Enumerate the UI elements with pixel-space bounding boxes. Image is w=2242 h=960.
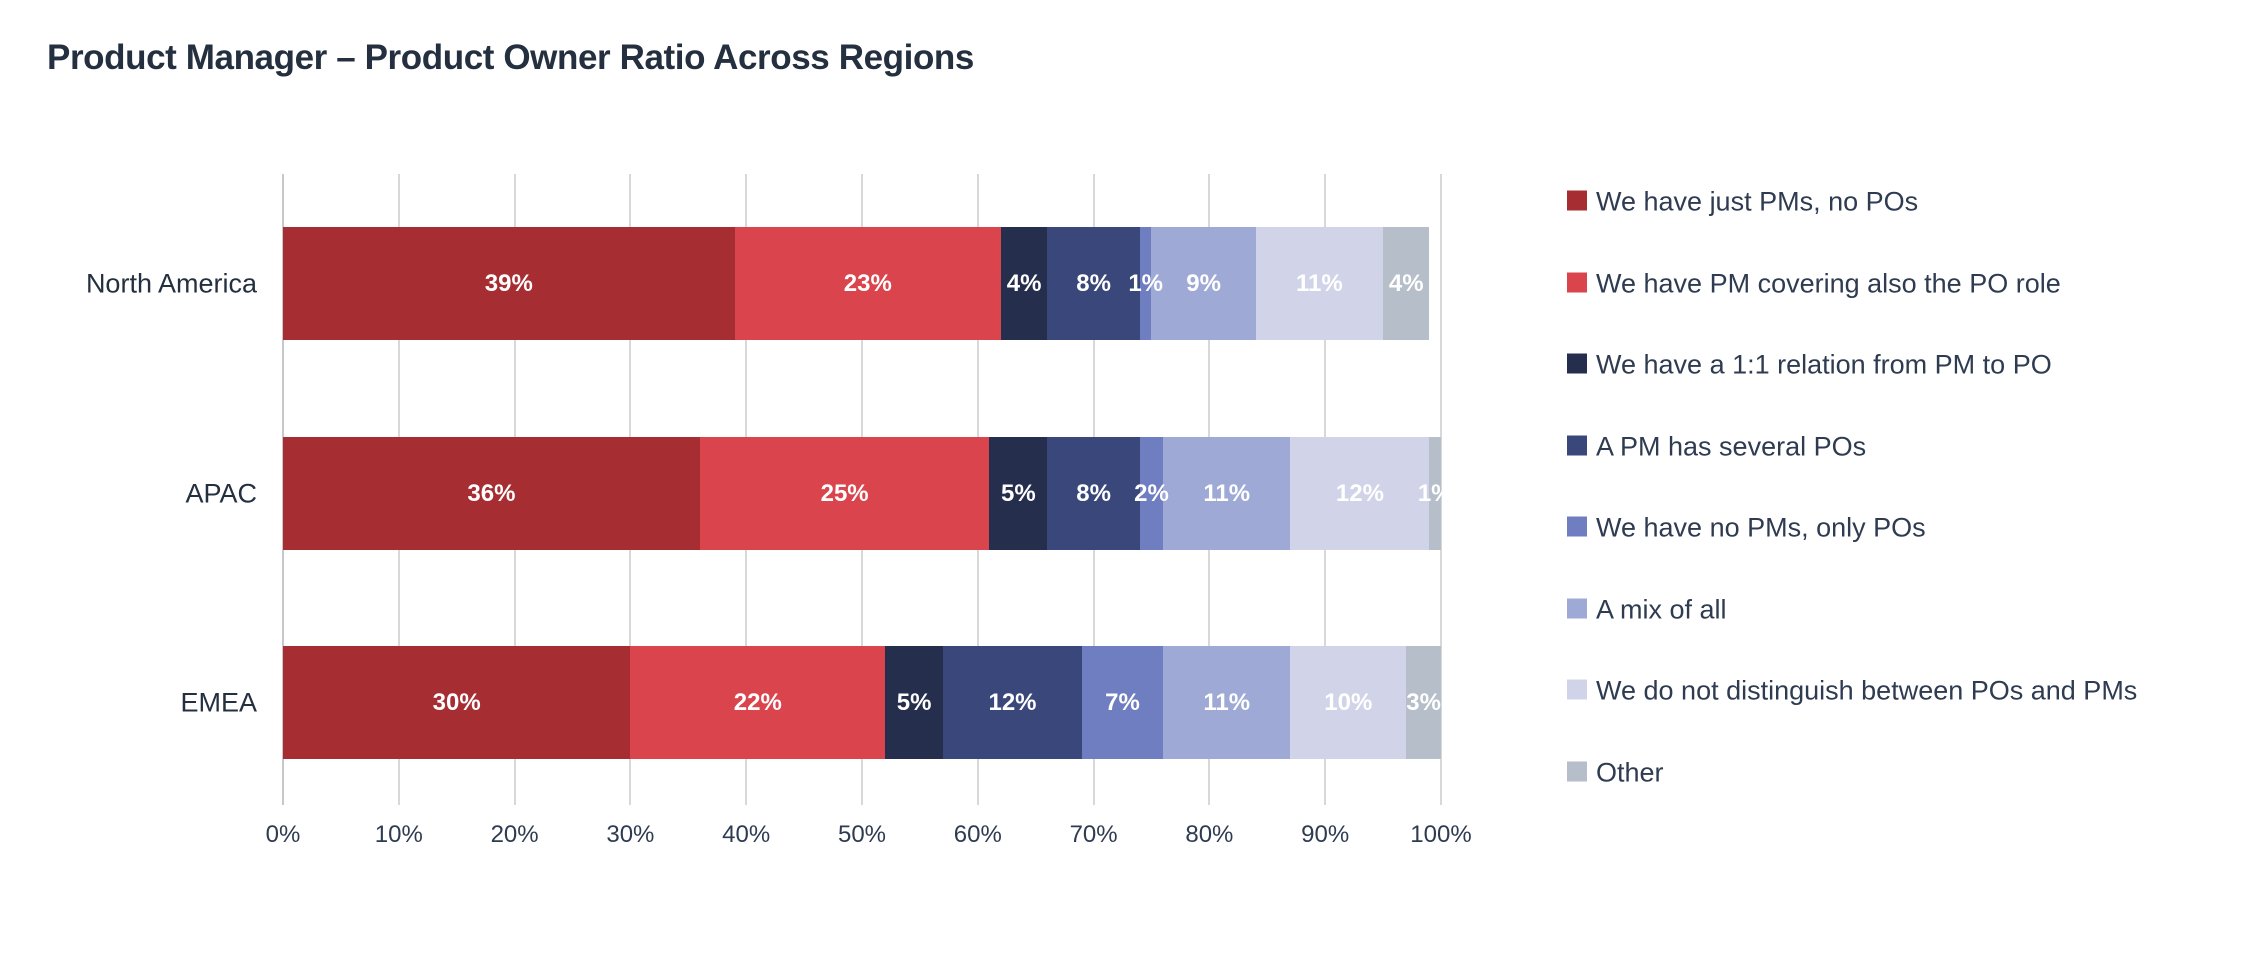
category-label-north-america: North America xyxy=(85,268,257,298)
bar-segment-label: 4% xyxy=(1006,269,1042,297)
x-tick-label-0: 0% xyxy=(265,821,301,848)
bar-segment-label: 3% xyxy=(1406,688,1441,716)
bar-segment-label: 30% xyxy=(432,688,481,716)
bar-segment-emea-a-mix-of-all: 11% xyxy=(1163,646,1291,759)
legend-swatch-icon xyxy=(1567,598,1587,618)
bar-segment-apac-a-pm-has-several-pos: 8% xyxy=(1047,437,1140,550)
bar-segment-emea-we-do-not-distinguish-between-pos-and-pms: 10% xyxy=(1290,646,1407,759)
bar-segment-label: 25% xyxy=(820,479,869,507)
legend-item-other: Other xyxy=(1567,757,1664,788)
bar-segment-label: 23% xyxy=(843,269,892,297)
x-tick-label-50: 50% xyxy=(837,821,887,848)
bar-segment-label: 11% xyxy=(1203,688,1251,716)
legend-item-a-pm-has-several-pos: A PM has several POs xyxy=(1567,431,1866,462)
x-tick-label-90: 90% xyxy=(1301,821,1350,848)
plot-area: 39% 23% 4% 8% 1% 9% 11% 4% 36% 25% 5% 8% 2% 11% 12% 1% 3… xyxy=(282,174,1453,805)
legend-swatch-icon xyxy=(1567,190,1587,211)
category-label-apac: APAC xyxy=(185,478,257,508)
legend-label: We have just PMs, no POs xyxy=(1596,186,1919,217)
category-label-emea: EMEA xyxy=(180,687,257,717)
legend-label: A mix of all xyxy=(1596,594,1727,624)
bar-segment-label: 11% xyxy=(1296,269,1343,297)
bar-segment-emea-we-have-no-pms-only-pos: 7% xyxy=(1081,646,1164,759)
legend-swatch-icon xyxy=(1567,435,1587,455)
gridline-100 xyxy=(1440,174,1442,805)
bar-segment-emea-a-pm-has-several-pos: 12% xyxy=(943,646,1082,759)
bar-segment-apac-we-have-pm-covering-also-the-po-role: 25% xyxy=(699,437,990,550)
legend-label: Other xyxy=(1596,757,1664,787)
bar-segment-north-america-we-do-not-distinguish-between-pos-and-pms: 11% xyxy=(1255,227,1384,340)
x-tick-label-40: 40% xyxy=(722,821,771,848)
bar-segment-label: 10% xyxy=(1324,688,1373,716)
legend-label: We have no PMs, only POs xyxy=(1596,512,1926,543)
bar-segment-emea-we-have-just-pms-no-pos: 30% xyxy=(283,646,631,759)
bar-segment-north-america-a-mix-of-all: 9% xyxy=(1151,227,1256,340)
bar-segment-apac-we-have-a-1-1-relation-from-pm-to-po: 5% xyxy=(989,437,1048,550)
bar-segment-emea-other: 3% xyxy=(1406,646,1441,759)
bar-row-north-america: 39% 23% 4% 8% 1% 9% 11% 4% xyxy=(283,227,1441,340)
bar-segment-label: 8% xyxy=(1076,479,1111,507)
bar-segment-label: 39% xyxy=(484,269,533,297)
legend-item-we-do-not-distinguish-between-pos-and-pms: We do not distinguish between POs and PM… xyxy=(1567,676,2137,707)
legend-label: We have PM covering also the PO role xyxy=(1596,268,2061,298)
bar-segment-label: 5% xyxy=(896,688,932,716)
legend-swatch-icon xyxy=(1567,679,1587,700)
bar-segment-north-america-we-have-just-pms-no-pos: 39% xyxy=(283,227,735,340)
bar-segment-apac-other: 1% xyxy=(1418,437,1453,550)
bar-segment-label: 4% xyxy=(1388,269,1424,297)
legend-swatch-icon xyxy=(1567,272,1587,292)
legend-label: A PM has several POs xyxy=(1596,431,1867,461)
bar-segment-north-america-other: 4% xyxy=(1383,227,1430,340)
bar-segment-label: 12% xyxy=(1335,479,1384,507)
bar-segment-north-america-a-pm-has-several-pos: 8% xyxy=(1047,227,1140,340)
legend-swatch-icon xyxy=(1567,353,1587,374)
bar-segment-label: 36% xyxy=(467,479,516,507)
bar-segment-north-america-we-have-pm-covering-also-the-po-role: 23% xyxy=(734,227,1001,340)
bar-segment-label: 1% xyxy=(1128,269,1163,297)
bar-segment-apac-we-do-not-distinguish-between-pos-and-pms: 12% xyxy=(1290,437,1430,550)
legend-label: We have a 1:1 relation from PM to PO xyxy=(1596,349,2052,380)
legend-item-we-have-a-1-1-relation-from-pm-to-po: We have a 1:1 relation from PM to PO xyxy=(1567,350,2052,381)
x-tick-label-10: 10% xyxy=(374,821,423,848)
x-tick-label-30: 30% xyxy=(606,821,655,848)
bar-segment-label: 22% xyxy=(733,688,782,716)
bar-segment-apac-a-mix-of-all: 11% xyxy=(1163,437,1291,550)
bar-segment-label: 12% xyxy=(988,688,1037,716)
legend-swatch-icon xyxy=(1567,761,1587,781)
bar-segment-label: 7% xyxy=(1105,688,1140,716)
bar-segment-label: 11% xyxy=(1203,479,1251,507)
bar-segment-label: 8% xyxy=(1076,269,1111,297)
legend-label: We do not distinguish between POs and PM… xyxy=(1596,675,2138,706)
legend-item-we-have-pm-covering-also-the-po-role: We have PM covering also the PO role xyxy=(1567,268,2061,299)
legend-item-a-mix-of-all: A mix of all xyxy=(1567,594,1727,625)
legend-item-we-have-no-pms-only-pos: We have no PMs, only POs xyxy=(1567,513,1926,544)
legend-item-we-have-just-pms-no-pos: We have just PMs, no POs xyxy=(1567,187,1918,218)
bar-segment-label: 2% xyxy=(1134,479,1169,507)
x-tick-label-60: 60% xyxy=(953,821,1002,848)
bar-segment-apac-we-have-just-pms-no-pos: 36% xyxy=(283,437,700,550)
legend-swatch-icon xyxy=(1567,516,1587,537)
x-tick-label-100: 100% xyxy=(1410,821,1472,848)
bar-row-apac: 36% 25% 5% 8% 2% 11% 12% 1% xyxy=(283,437,1453,550)
x-tick-label-80: 80% xyxy=(1185,821,1234,848)
bar-segment-label: 5% xyxy=(1000,479,1036,507)
x-tick-label-70: 70% xyxy=(1069,821,1118,848)
bar-segment-emea-we-have-a-1-1-relation-from-pm-to-po: 5% xyxy=(885,646,944,759)
bar-segment-north-america-we-have-a-1-1-relation-from-pm-to-po: 4% xyxy=(1000,227,1048,340)
bar-segment-apac-we-have-no-pms-only-pos: 2% xyxy=(1134,437,1169,550)
bar-segment-emea-we-have-pm-covering-also-the-po-role: 22% xyxy=(630,646,886,759)
bar-segment-label: 9% xyxy=(1186,269,1221,297)
bar-row-emea: 30% 22% 5% 12% 7% 11% 10% 3% xyxy=(283,646,1441,759)
bar-segment-north-america-we-have-no-pms-only-pos: 1% xyxy=(1128,227,1163,340)
x-tick-label-20: 20% xyxy=(490,821,539,848)
chart-title: Product Manager – Product Owner Ratio Ac… xyxy=(47,38,974,77)
bar-segment-label: 1% xyxy=(1417,479,1453,507)
